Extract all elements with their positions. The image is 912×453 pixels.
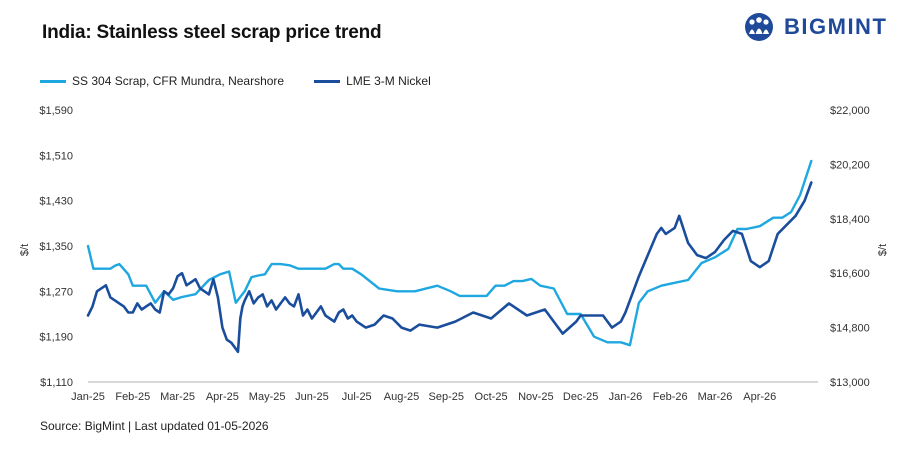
y-right-axis-label: $/t — [877, 244, 889, 256]
y-left-tick-label: $1,430 — [39, 196, 73, 208]
chart-legend: SS 304 Scrap, CFR Mundra, Nearshore LME … — [40, 74, 461, 88]
source-note: Source: BigMint | Last updated 01-05-202… — [40, 419, 269, 433]
legend-item-nickel: LME 3-M Nickel — [314, 74, 431, 88]
x-tick-label: Feb-26 — [653, 391, 688, 403]
x-tick-label: Jan-26 — [609, 391, 643, 403]
x-tick-label: Feb-25 — [115, 391, 150, 403]
x-tick-labels: Jan-25 Feb-25 Mar-25 Apr-25 May-25 Jun-25 Jul-… — [71, 391, 776, 403]
x-tick-label: Oct-25 — [475, 391, 508, 403]
y-right-tick-label: $16,600 — [830, 268, 870, 280]
y-left-axis-label: $/t — [19, 244, 31, 256]
chart-title: India: Stainless steel scrap price trend — [42, 22, 382, 43]
y-right-tick-label: $20,200 — [830, 159, 870, 171]
x-tick-label: Nov-25 — [518, 391, 553, 403]
y-left-tick-label: $1,590 — [39, 105, 73, 117]
y-left-tick-labels: $1,110 $1,190 $1,270 $1,350 $1,430 $1,510 $1,5… — [39, 105, 73, 389]
y-left-tick-label: $1,270 — [39, 286, 73, 298]
people-group-icon — [745, 13, 773, 41]
bigmint-logo: BIGMINT — [742, 12, 887, 42]
x-tick-label: Aug-25 — [384, 391, 419, 403]
x-tick-label: Jul-25 — [342, 391, 372, 403]
x-tick-label: Jun-25 — [295, 391, 329, 403]
legend-label-nickel: LME 3-M Nickel — [346, 74, 431, 88]
x-tick-label: Mar-25 — [160, 391, 195, 403]
y-left-tick-label: $1,190 — [39, 332, 73, 344]
legend-swatch-nickel — [314, 79, 341, 83]
legend-label-ss304: SS 304 Scrap, CFR Mundra, Nearshore — [72, 74, 285, 88]
series-lines — [86, 159, 813, 354]
x-tick-label: Apr-26 — [743, 391, 776, 403]
y-right-tick-label: $13,000 — [830, 377, 870, 389]
x-tick-label: Dec-25 — [563, 391, 598, 403]
y-right-tick-label: $14,800 — [830, 323, 870, 335]
y-left-tick-label: $1,510 — [39, 150, 73, 162]
x-tick-label: Sep-25 — [429, 391, 464, 403]
y-left-tick-label: $1,350 — [39, 241, 73, 253]
x-tick-label: May-25 — [249, 391, 286, 403]
y-right-tick-label: $22,000 — [830, 105, 870, 117]
y-right-tick-label: $18,400 — [830, 214, 870, 226]
y-right-tick-labels: $13,000 $14,800 $16,600 $18,400 $20,200 $22,0… — [830, 105, 870, 389]
series-line-ss304 — [86, 159, 813, 347]
legend-swatch-ss304 — [40, 79, 66, 83]
legend-item-ss304: SS 304 Scrap, CFR Mundra, Nearshore — [40, 74, 284, 88]
logo-text: BIGMINT — [784, 14, 888, 39]
x-tick-label: Mar-26 — [698, 391, 733, 403]
x-tick-label: Apr-25 — [206, 391, 239, 403]
x-tick-label: Jan-25 — [71, 391, 105, 403]
y-left-tick-label: $1,110 — [40, 377, 73, 389]
series-line-nickel — [86, 181, 813, 354]
